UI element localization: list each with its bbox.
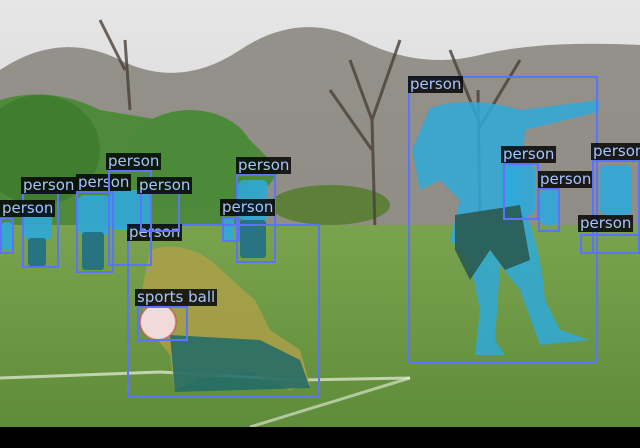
letterbox-bar bbox=[0, 427, 640, 448]
bounding-box bbox=[222, 217, 240, 242]
bounding-box bbox=[76, 191, 114, 273]
detection-label: sports ball bbox=[135, 288, 218, 306]
bounding-box bbox=[140, 192, 180, 232]
detection-label: person bbox=[236, 156, 292, 174]
bounding-box bbox=[580, 234, 640, 254]
detection-label: person bbox=[408, 75, 464, 93]
detection-label: person bbox=[538, 170, 594, 188]
detection-label: person bbox=[0, 199, 56, 217]
detection-label: person bbox=[220, 198, 276, 216]
photo-scene: person person sports ball person person perso… bbox=[0, 0, 640, 427]
detection-label: person bbox=[21, 176, 77, 194]
bounding-box bbox=[538, 188, 560, 232]
detection-label: person bbox=[501, 145, 557, 163]
detection-label: person bbox=[137, 176, 193, 194]
bounding-box bbox=[236, 174, 276, 263]
detection-label: person bbox=[76, 173, 132, 191]
bounding-box bbox=[137, 306, 188, 341]
bounding-box bbox=[0, 218, 14, 254]
bounding-box bbox=[108, 170, 152, 266]
detection-label: person bbox=[591, 143, 640, 160]
bounding-box bbox=[503, 163, 539, 220]
soccer-field-photo bbox=[0, 0, 640, 427]
detection-label: person bbox=[578, 214, 634, 232]
detection-label: person bbox=[106, 152, 162, 170]
